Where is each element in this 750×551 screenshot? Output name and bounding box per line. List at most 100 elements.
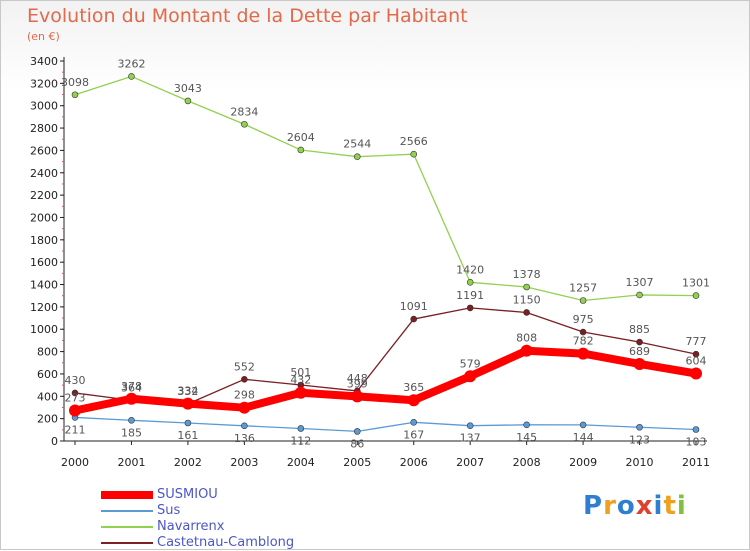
data-label-susmiou: 782	[573, 335, 594, 348]
data-point-castetnau-camblong	[466, 304, 474, 312]
y-tick-label: 2600	[30, 144, 58, 157]
data-label-sus: 185	[121, 426, 142, 439]
data-label-navarrenx: 2544	[343, 138, 371, 151]
data-point-navarrenx	[353, 153, 361, 160]
data-label-navarrenx: 1257	[569, 282, 597, 295]
logo-letter: o	[616, 491, 636, 521]
y-tick-label: 2200	[30, 189, 58, 202]
data-label-navarrenx: 2604	[287, 131, 315, 144]
data-label-susmiou: 432	[290, 374, 311, 387]
data-point-susmiou	[407, 394, 420, 407]
data-point-castetnau-camblong	[692, 350, 700, 358]
legend-label-castetnau-camblong: Castetnau-Camblong	[157, 535, 295, 550]
data-point-navarrenx	[71, 91, 79, 99]
data-label-navarrenx: 1307	[626, 276, 654, 289]
data-label-navarrenx: 3098	[61, 76, 89, 89]
data-label-sus: 211	[65, 423, 86, 436]
x-tick-label: 2007	[456, 456, 484, 469]
data-label-navarrenx: 1420	[456, 263, 484, 276]
y-tick-label: 1400	[30, 279, 58, 292]
data-label-castetnau-camblong: 1191	[456, 289, 484, 302]
y-tick-label: 3400	[30, 55, 58, 68]
logo-letter: i	[676, 491, 687, 521]
data-point-navarrenx	[579, 297, 587, 304]
data-label-navarrenx: 1378	[513, 268, 541, 281]
data-point-navarrenx	[466, 278, 474, 286]
data-label-susmiou: 689	[629, 345, 650, 358]
data-point-castetnau-camblong	[410, 315, 418, 323]
data-label-castetnau-camblong: 448	[347, 372, 368, 385]
data-point-susmiou	[464, 370, 477, 383]
data-label-susmiou: 365	[403, 381, 424, 394]
y-tick-label: 400	[37, 390, 58, 403]
series-line-sus	[74, 416, 697, 433]
y-tick-label: 3200	[30, 77, 58, 90]
data-label-susmiou: 273	[65, 391, 86, 404]
data-point-castetnau-camblong	[71, 389, 79, 397]
data-label-susmiou: 604	[686, 354, 707, 367]
legend-label-sus: Sus	[157, 503, 181, 518]
legend-item-castetnau-camblong[interactable]: Castetnau-Camblong	[101, 535, 401, 551]
data-label-castetnau-camblong: 332	[177, 385, 198, 398]
logo-letter: t	[663, 491, 677, 521]
legend-item-navarrenx[interactable]: Navarrenx	[101, 519, 401, 535]
x-tick-label: 2009	[569, 456, 597, 469]
data-label-susmiou: 808	[516, 332, 537, 345]
data-point-sus	[353, 428, 361, 435]
data-point-navarrenx	[636, 291, 643, 299]
x-tick-label: 2004	[287, 456, 315, 469]
data-label-sus: 112	[290, 434, 311, 447]
data-label-castetnau-camblong: 777	[686, 335, 707, 348]
axes: 0 200 400 600 800 1000 1200 1400 1600 1800 2000 220…	[30, 55, 710, 469]
logo-letter: i	[653, 491, 664, 521]
x-tick-label: 2005	[343, 456, 371, 469]
data-point-navarrenx	[184, 97, 192, 105]
data-point-navarrenx	[523, 283, 530, 291]
data-label-susmiou: 378	[121, 380, 142, 393]
data-point-susmiou	[294, 386, 307, 399]
chart-title: Evolution du Montant de la Dette par Hab…	[27, 5, 468, 27]
data-label-sus: 144	[573, 431, 594, 444]
data-point-susmiou	[633, 357, 646, 370]
y-tick-label: 600	[37, 368, 58, 381]
x-tick-label: 2002	[174, 456, 202, 469]
data-label-castetnau-camblong: 552	[234, 360, 255, 373]
data-label-navarrenx: 2566	[400, 135, 428, 148]
series-layer	[69, 73, 702, 435]
data-label-castetnau-camblong: 501	[290, 366, 311, 379]
data-point-navarrenx	[241, 120, 248, 128]
x-tick-label: 2000	[61, 456, 89, 469]
legend-item-susmiou[interactable]: SUSMIOU	[101, 487, 401, 503]
y-tick-label: 0	[51, 435, 58, 448]
legend-item-sus[interactable]: Sus	[101, 503, 401, 519]
logo-letter: P	[583, 491, 604, 521]
data-point-sus	[466, 422, 474, 429]
y-tick-label: 1200	[30, 301, 58, 314]
data-label-susmiou: 334	[177, 385, 198, 398]
y-tick-label: 200	[37, 413, 58, 426]
legend-swatch-castetnau-camblong	[101, 542, 153, 544]
data-label-sus: 136	[234, 432, 255, 445]
data-point-sus	[128, 417, 135, 424]
data-label-susmiou: 298	[234, 389, 255, 402]
data-point-navarrenx	[692, 292, 700, 299]
logo-letter: x	[635, 491, 654, 521]
legend: SUSMIOU Sus Navarrenx Castetnau-Camblong	[101, 487, 401, 551]
x-tick-label: 2006	[400, 456, 428, 469]
data-point-susmiou	[69, 404, 81, 417]
data-label-castetnau-camblong: 430	[65, 374, 86, 387]
legend-swatch-navarrenx	[101, 526, 153, 528]
data-label-sus: 167	[403, 428, 424, 441]
data-label-castetnau-camblong: 885	[629, 323, 650, 336]
data-label-sus: 86	[350, 437, 364, 450]
chart-unit: (en €)	[27, 30, 60, 43]
data-point-castetnau-camblong	[241, 376, 248, 383]
data-label-sus: 161	[177, 429, 198, 442]
data-point-sus	[184, 419, 192, 427]
data-point-sus	[297, 425, 305, 432]
y-tick-label: 1800	[30, 234, 58, 247]
x-tick-label: 2010	[626, 456, 654, 469]
data-point-susmiou	[181, 397, 194, 410]
